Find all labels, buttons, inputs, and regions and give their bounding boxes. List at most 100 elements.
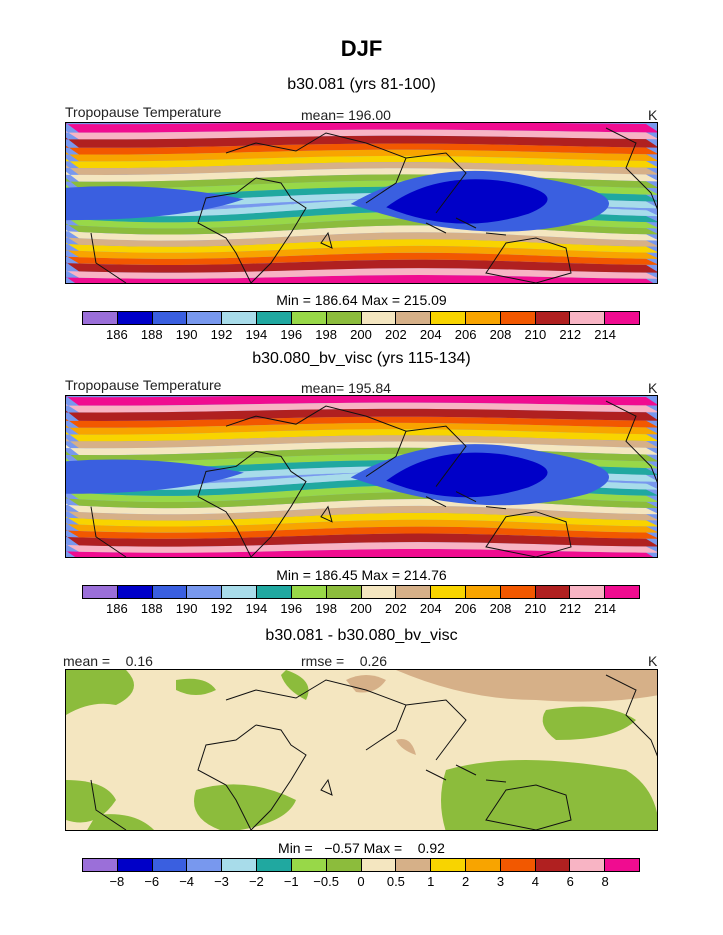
panel-3-colorbar-ticks: −8 −6 −4 −3 −2 −1 −0.5 0 0.5 1 2 3 4 6 8 [82,874,640,892]
colorbar-tick-label: 212 [559,601,582,616]
panel-2-map [65,395,658,558]
colorbar-swatch [117,312,153,324]
colorbar-tick-label: −0.5 [313,874,339,889]
contour-band [66,459,244,494]
colorbar-swatch [361,586,397,598]
coastline [197,450,257,557]
panel-1-mean-label: mean= 196.00 [301,107,391,123]
panel-2-colorbar-ticks: 186 188 190 192 194 196 198 200 202 204 206 208 210 2… [82,601,640,619]
colorbar-tick-label: 196 [280,327,303,342]
colorbar-tick-label: 202 [385,327,407,342]
colorbar-tick-label: 192 [210,601,233,616]
contour-region [281,670,309,700]
colorbar-swatch [431,312,466,324]
colorbar-swatch [257,859,292,871]
panel-1-title: b30.081 (yrs 81-100) [287,76,436,93]
coastline [250,450,307,557]
colorbar-swatch [605,312,639,324]
coastline [485,784,572,830]
panel-3-contour-plot [66,670,657,830]
coastline [90,506,127,557]
colorbar-swatch [152,586,188,598]
colorbar-swatch [361,859,397,871]
contour-band [66,252,657,265]
coastline [250,177,307,283]
colorbar-tick-label: −6 [144,874,160,889]
colorbar-swatch [257,312,292,324]
colorbar-tick-label: 2 [462,874,470,889]
contour-band [66,526,657,539]
colorbar-tick-label: −3 [214,874,229,889]
contour-region [66,670,134,715]
colorbar-tick-label: 4 [531,874,539,889]
panel-3-mean-label: mean = 0.16 [63,653,153,669]
coastline [485,511,572,557]
coastline [405,699,467,761]
coastline [90,232,127,283]
contour-band [66,129,657,140]
colorbar-swatch [535,312,571,324]
colorbar-tick-label: 186 [106,327,128,342]
contour-band [386,179,548,224]
colorbar-swatch [361,312,397,324]
contour-band [66,232,657,247]
colorbar-swatch [152,859,188,871]
contour-band [66,396,657,406]
coastline [405,425,467,487]
coastline [425,217,507,236]
contour-band [66,123,657,133]
contour-band [66,162,657,175]
colorbar-swatch [291,312,327,324]
colorbar-tick-label: 200 [350,327,372,342]
colorbar-tick-label: 214 [594,327,616,342]
colorbar-swatch [535,859,571,871]
colorbar-tick-label: 208 [489,601,512,616]
panel-2-units-label: K [648,380,658,396]
contour-region [396,739,416,755]
panel-3-minmax: Min = −0.57 Max = 0.92 [278,840,445,856]
colorbar-tick-label: −1 [283,874,299,889]
colorbar-tick-label: 8 [601,874,609,889]
colorbar-swatch [152,312,188,324]
colorbar-swatch [257,586,292,598]
colorbar-tick-label: 188 [140,327,163,342]
contour-region [194,784,296,830]
colorbar-tick-label: 1 [427,874,435,889]
colorbar-tick-label: −2 [248,874,264,889]
colorbar-swatch [465,859,501,871]
panel-2-variable-label: Tropopause Temperature [65,377,222,393]
contour-band [66,429,657,442]
colorbar-swatch [396,312,432,324]
coastline [605,127,657,210]
coastline [90,779,127,830]
coastline [225,405,407,477]
coastline [320,505,333,523]
colorbar-tick-label: 190 [175,327,198,342]
colorbar-tick-label: 206 [454,601,477,616]
colorbar-swatch [605,586,639,598]
colorbar-swatch [500,859,536,871]
contour-region [87,814,154,830]
colorbar-tick-label: 0 [357,874,365,889]
colorbar-swatch [83,312,118,324]
colorbar-swatch [465,312,501,324]
contour-band [66,441,657,456]
colorbar-tick-label: 3 [496,874,505,889]
colorbar-swatch [570,859,606,871]
colorbar-tick-label: 212 [559,327,582,342]
figure-title: DJF [340,36,383,61]
colorbar-swatch [187,859,223,871]
panel-2-colorbar [82,585,640,599]
contour-band [66,168,657,182]
colorbar-swatch [291,586,327,598]
contour-band [66,505,657,521]
coastline [425,491,507,510]
panel-1-colorbar-ticks: 186 188 190 192 194 196 198 200 202 204 206 208 210 2… [82,327,640,345]
contour-band [66,143,657,155]
panel-2-minmax: Min = 186.45 Max = 214.76 [276,567,447,583]
panel-2-contour-plot [66,396,657,557]
colorbar-tick-label: 208 [489,327,512,342]
colorbar-tick-label: 188 [140,601,163,616]
contour-band [66,542,657,553]
colorbar-tick-label: 0.5 [386,874,405,889]
